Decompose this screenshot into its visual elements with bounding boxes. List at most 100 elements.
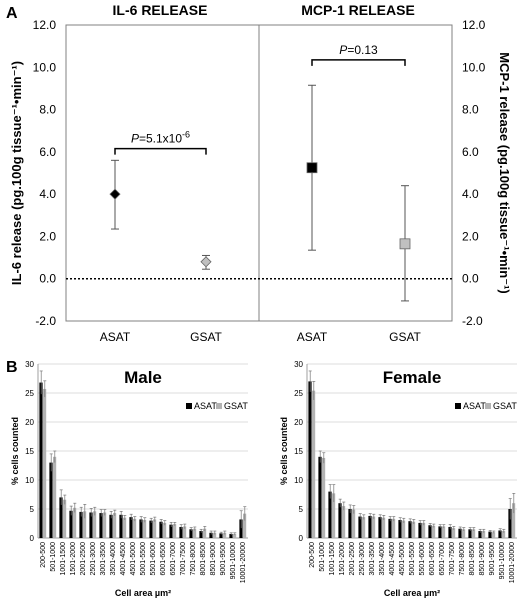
- female-x-axis-label: Cell area µm²: [384, 588, 440, 598]
- male-asat-bar: [179, 526, 183, 538]
- female-gsat-bar: [392, 518, 396, 538]
- female-asat-bar: [358, 516, 362, 538]
- female-gsat-bar: [422, 522, 426, 538]
- mcp1-y-tick-label: 6.0: [462, 145, 479, 159]
- female-x-tick-label: 6501-7000: [439, 542, 446, 576]
- male-x-tick-label: 7001-7500: [180, 542, 187, 576]
- male-legend-label-asat: ASAT: [194, 401, 217, 411]
- male-gsat-bar: [123, 517, 127, 538]
- female-asat-bar: [488, 531, 492, 538]
- female-legend-swatch-asat: [455, 403, 461, 409]
- male-legend-swatch-gsat: [216, 403, 222, 409]
- female-asat-bar: [478, 531, 482, 538]
- p-value-exponent: -6: [182, 130, 190, 140]
- male-x-tick-label: 6501-7000: [170, 542, 177, 576]
- male-gsat-bar: [203, 528, 207, 538]
- female-gsat-bar: [372, 516, 376, 538]
- female-asat-bar: [328, 491, 332, 538]
- mcp1-y-tick-label: -2.0: [462, 314, 483, 328]
- male-x-tick-label: 5001-5500: [140, 542, 147, 576]
- male-y-axis-label: % cells counted: [10, 417, 20, 485]
- category-label-gsat: GSAT: [190, 330, 222, 344]
- male-y-tick-label: 10: [25, 476, 34, 485]
- male-chart-title: Male: [124, 368, 162, 387]
- female-x-tick-label: 6001-6500: [429, 542, 436, 576]
- female-gsat-bar: [312, 390, 316, 538]
- male-asat-bar: [159, 521, 163, 538]
- male-gsat-bar: [53, 456, 57, 538]
- female-asat-bar: [418, 522, 422, 538]
- mcp1-y-tick-label: 8.0: [462, 103, 479, 117]
- male-y-tick-label: 5: [30, 505, 35, 514]
- male-x-tick-label: 7501-8000: [190, 542, 197, 576]
- male-asat-bar: [119, 514, 123, 538]
- female-asat-bar: [398, 520, 402, 538]
- female-gsat-bar: [412, 521, 416, 538]
- male-gsat-bar: [103, 512, 107, 538]
- male-gsat-bar: [163, 522, 167, 538]
- female-chart-title: Female: [383, 368, 442, 387]
- female-y-tick-label: 25: [294, 389, 303, 398]
- female-gsat-bar: [462, 529, 466, 538]
- female-gsat-bar: [402, 520, 406, 538]
- mcp1-y-axis-label: MCP-1 release (pg.100g tissue⁻¹•min⁻¹): [497, 52, 512, 294]
- female-asat-bar: [438, 526, 442, 538]
- mcp1-y-tick-label: 0.0: [462, 272, 479, 286]
- male-x-axis-label: Cell area µm²: [115, 588, 171, 598]
- male-gsat-bar: [143, 520, 147, 538]
- female-gsat-bar: [342, 506, 346, 538]
- female-x-tick-label: 8001-8500: [469, 542, 476, 576]
- male-y-tick-label: 30: [25, 360, 34, 369]
- male-x-tick-label: 8001-8500: [200, 542, 207, 576]
- panel-a-chart: IL-6 RELEASE MCP-1 RELEASE IL-6 release …: [9, 2, 512, 344]
- female-x-tick-label: 3501-4000: [379, 542, 386, 576]
- female-x-tick-label: 7001-7500: [449, 542, 456, 576]
- female-asat-bar: [458, 528, 462, 538]
- male-asat-bar: [189, 529, 193, 538]
- female-asat-bar: [308, 381, 312, 538]
- male-asat-bar: [219, 533, 223, 538]
- female-gsat-bar: [482, 531, 486, 538]
- female-x-tick-label: 4501-5000: [399, 542, 406, 576]
- female-y-tick-label: 20: [294, 418, 303, 427]
- male-asat-bar: [169, 524, 173, 538]
- male-gsat-bar: [43, 388, 47, 538]
- male-gsat-bar: [233, 533, 237, 538]
- category-label-asat: ASAT: [100, 330, 131, 344]
- male-asat-bar: [109, 514, 113, 538]
- female-x-tick-label: 1001-1500: [329, 542, 336, 576]
- female-asat-bar: [348, 509, 352, 538]
- male-y-tick-label: 25: [25, 389, 34, 398]
- male-x-tick-label: 3501-4000: [110, 542, 117, 576]
- female-gsat-bar: [322, 457, 326, 538]
- male-asat-bar: [229, 533, 233, 538]
- male-asat-bar: [39, 382, 43, 538]
- female-legend-label-gsat: GSAT: [493, 401, 517, 411]
- il6-y-tick-label: 6.0: [39, 145, 56, 159]
- male-asat-bar: [59, 497, 63, 538]
- il6-y-tick-label: 0.0: [39, 272, 56, 286]
- female-asat-bar: [318, 456, 322, 538]
- mcp1-y-tick-label: 10.0: [462, 60, 486, 74]
- male-y-tick-label: 20: [25, 418, 34, 427]
- il6-y-tick-label: 8.0: [39, 103, 56, 117]
- p-value-symbol: P: [131, 132, 139, 146]
- male-gsat-bar: [83, 511, 87, 538]
- female-x-tick-label: 501-1000: [319, 542, 326, 572]
- female-asat-bar: [338, 503, 342, 538]
- female-y-tick-label: 10: [294, 476, 303, 485]
- female-gsat-bar: [352, 509, 356, 538]
- il6-title: IL-6 RELEASE: [113, 2, 208, 18]
- male-asat-bar: [199, 531, 203, 538]
- p-value-il-6: P=5.1x10-6: [131, 130, 190, 146]
- mcp1-y-tick-label: 2.0: [462, 229, 479, 243]
- male-asat-bar: [129, 517, 133, 538]
- male-x-tick-label: 3001-3500: [100, 542, 107, 576]
- male-gsat-bar: [213, 532, 217, 538]
- male-gsat-bar: [133, 518, 137, 538]
- male-x-tick-label: 6001-6500: [160, 542, 167, 576]
- il6-y-tick-label: 10.0: [33, 60, 57, 74]
- female-asat-bar: [468, 529, 472, 538]
- il-6-gsat-mean-marker: [200, 256, 212, 268]
- female-asat-bar: [448, 526, 452, 538]
